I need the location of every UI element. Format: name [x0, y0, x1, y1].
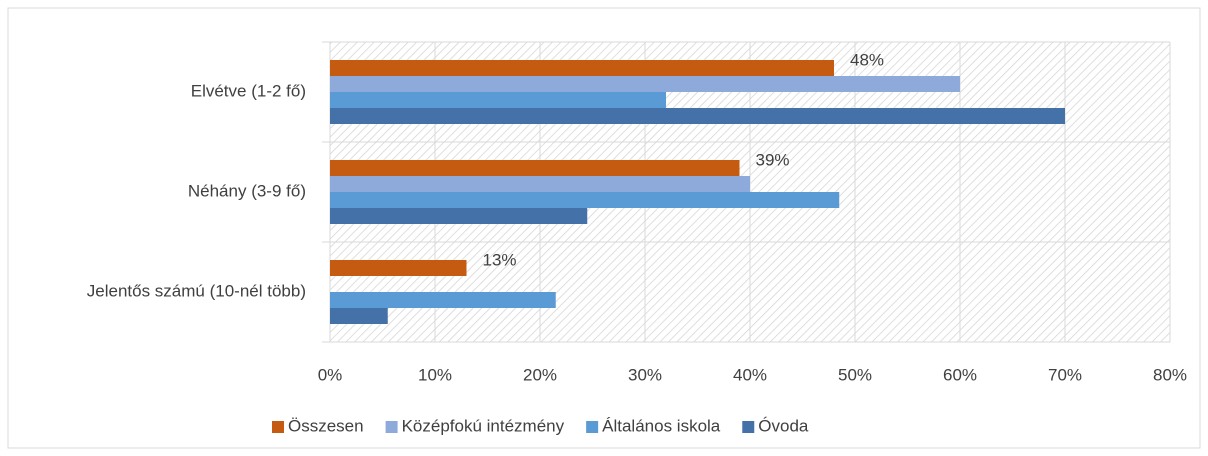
y-tick-label: Jelentős számú (10-nél több)	[87, 281, 306, 300]
bar	[330, 176, 750, 192]
bar	[330, 192, 840, 208]
legend-swatch	[586, 421, 599, 433]
bar	[330, 92, 666, 108]
data-label: 39%	[756, 150, 790, 169]
x-tick-label: 50%	[838, 365, 872, 384]
x-tick-label: 70%	[1048, 365, 1082, 384]
x-tick-label: 80%	[1153, 365, 1187, 384]
legend-swatch	[272, 421, 284, 433]
x-tick-label: 30%	[628, 365, 662, 384]
bar	[330, 292, 556, 308]
data-label: 13%	[483, 250, 517, 269]
x-tick-label: 40%	[733, 365, 767, 384]
bar	[330, 260, 467, 276]
x-tick-label: 20%	[523, 365, 557, 384]
bar	[330, 160, 740, 176]
legend-label: Általános iskola	[602, 416, 721, 435]
x-tick-label: 60%	[943, 365, 977, 384]
legend-label: Összesen	[288, 416, 364, 435]
x-tick-label: 0%	[318, 365, 343, 384]
y-tick-label: Elvétve (1-2 fő)	[191, 81, 306, 100]
bar	[330, 308, 388, 324]
y-tick-label: Néhány (3-9 fő)	[188, 181, 306, 200]
bar	[330, 108, 1065, 124]
legend-label: Óvoda	[758, 416, 809, 435]
data-label: 48%	[850, 50, 884, 69]
x-tick-label: 10%	[418, 365, 452, 384]
bar	[330, 60, 834, 76]
bar	[330, 208, 588, 224]
bar	[330, 76, 960, 92]
legend-swatch	[385, 421, 398, 433]
legend-swatch	[742, 421, 755, 433]
legend-label: Középfokú intézmény	[402, 416, 565, 435]
